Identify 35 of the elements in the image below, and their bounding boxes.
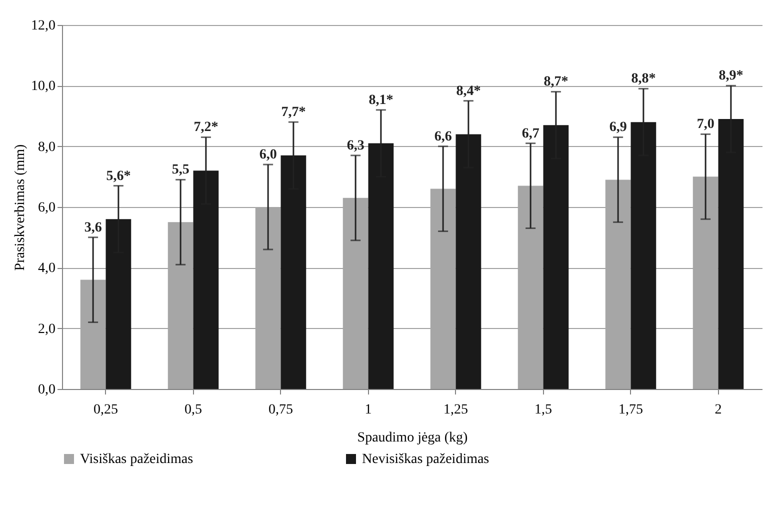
data-label: 8,1* [368,92,394,108]
y-axis-title: Prasiskverbimas (mm) [13,144,28,271]
data-label: 8,4* [456,84,481,99]
x-tick-label: 1 [364,402,372,418]
y-tick-label: 6,0 [38,200,56,216]
y-tick-label: 0,0 [38,382,56,398]
data-label: 5,6* [106,168,131,184]
data-label: 8,9* [718,68,744,84]
data-label: 5,5 [172,162,190,178]
legend-label: Nevisiškas pažeidimas [362,452,490,467]
y-tick-label: 10,0 [31,79,56,94]
data-label: 6,0 [259,148,277,163]
data-label: 7,0 [696,117,714,132]
y-tick-label: 4,0 [38,261,56,276]
y-tick-label: 8,0 [38,140,56,155]
data-label: 6,9 [609,120,627,136]
y-tick-label: 12,0 [31,18,56,34]
x-tick-label: 0,25 [94,402,118,418]
x-tick-label: 1,75 [618,402,643,418]
x-tick-label: 1,5 [534,402,552,418]
x-tick-label: 2 [714,402,722,418]
x-tick-label: 0,75 [268,402,293,418]
x-axis-title: Spaudimo jėga (kg) [357,430,468,446]
x-tick-label: 0,5 [184,402,202,418]
data-label: 6,3 [346,138,364,154]
data-label: 7,7* [281,105,306,120]
y-tick-label: 2,0 [38,322,56,337]
legend-label: Visiškas pažeidimas [80,452,194,467]
x-tick-label: 1,25 [444,402,468,418]
data-label: 6,7 [522,126,540,142]
data-label: 7,2* [194,120,218,136]
data-label: 8,8* [631,72,656,87]
data-label: 6,6 [434,129,452,144]
data-label: 8,7* [544,74,568,90]
data-label: 3,6 [84,220,102,236]
